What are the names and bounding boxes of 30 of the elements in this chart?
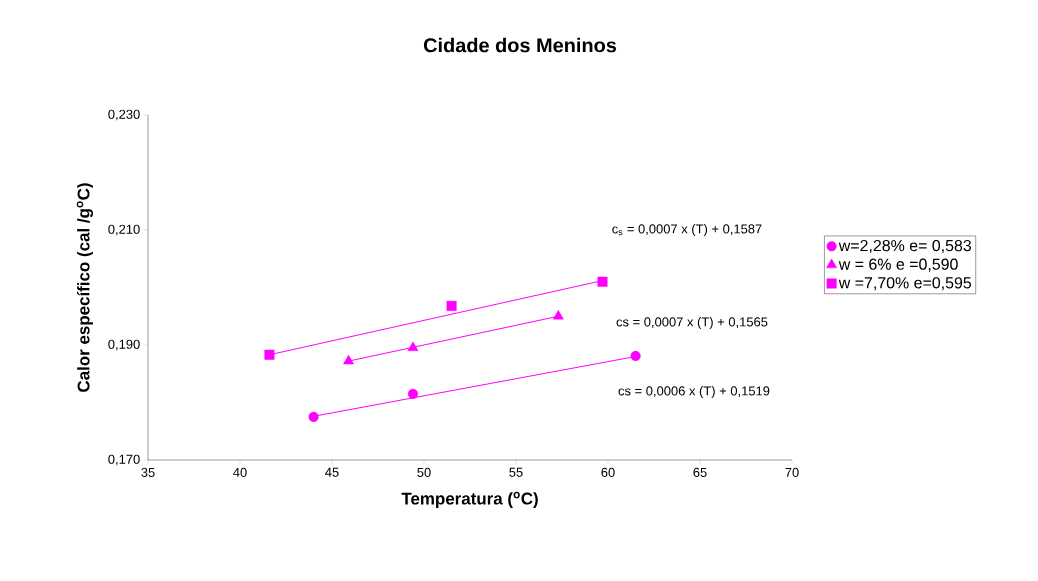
x-tick-label: 40 xyxy=(233,467,247,477)
x-tick-label: 70 xyxy=(785,467,799,477)
x-tick-label: 45 xyxy=(325,467,339,477)
x-tick-label: 60 xyxy=(601,467,615,477)
chart-title: Cidade dos Meninos xyxy=(423,37,617,53)
legend-label: w = 6% e =0,590 xyxy=(838,258,958,272)
x-axis-title: Temperatura ($^{o}$C) xyxy=(401,491,538,508)
x-tick-label: 55 xyxy=(509,467,523,477)
point xyxy=(597,276,608,287)
point xyxy=(552,310,564,320)
y-axis-title: Calor específico (cal /g$^{o}$C) xyxy=(76,183,93,392)
x-tick-label: 65 xyxy=(693,467,707,477)
x-tick-label: 35 xyxy=(141,467,155,477)
point xyxy=(343,354,354,365)
x-tick-label: 50 xyxy=(417,467,431,477)
point xyxy=(407,388,418,399)
point xyxy=(407,341,419,352)
point xyxy=(308,411,319,422)
annotation: cs = 0,0007 x (T) + 0,1565 xyxy=(616,316,768,330)
legend-label: w =7,70% e=0,595 xyxy=(838,277,972,291)
point xyxy=(630,350,641,361)
point xyxy=(446,300,457,311)
y-tick-label: 0,170 xyxy=(108,454,140,466)
y-tick-label: 0,210 xyxy=(108,224,140,236)
annotation: cs = 0,0006 x (T) + 0,1519 xyxy=(618,385,770,399)
y-tick-label: 0,190 xyxy=(108,339,140,351)
annotation: c$_{s}$ = 0,0007 x (T) + 0,1587 xyxy=(612,223,762,237)
y-tick-label: 0,230 xyxy=(108,109,140,121)
point xyxy=(264,349,275,360)
legend-label: w=2,28% e= 0,583 xyxy=(838,239,971,254)
